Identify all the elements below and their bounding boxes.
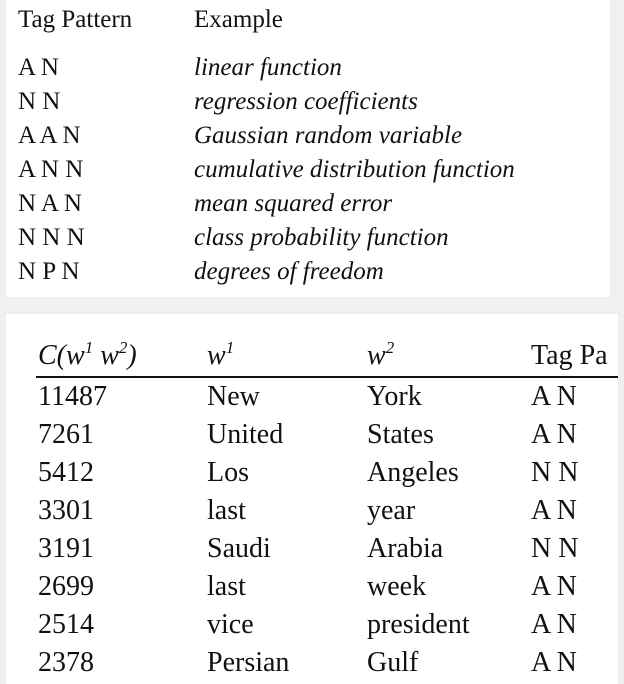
header-count-sup1: 1	[84, 338, 94, 357]
example-cell: regression coefficients	[194, 88, 418, 115]
bigram-frequency-table: C(w1 w2) w1 w2 Tag Pa 11487 New York A N…	[6, 314, 618, 684]
table-row: A N N cumulative distribution function	[6, 156, 610, 190]
w1-cell: last	[207, 495, 246, 526]
table-row: 2699 last week A N	[6, 570, 618, 608]
header-rule	[36, 376, 618, 378]
tag-pattern-cell: A A N	[18, 122, 81, 149]
w2-cell: Gulf	[367, 647, 419, 678]
table-row: 5412 Los Angeles N N	[6, 456, 618, 494]
tag-pattern-cell: N A N	[18, 190, 82, 217]
tag-cell: N N	[531, 457, 579, 488]
w1-cell: New	[207, 381, 260, 412]
w2-cell: Arabia	[367, 533, 444, 564]
count-cell: 2378	[38, 647, 94, 678]
tag-cell: A N	[531, 495, 577, 526]
header-tag-pattern: Tag Pattern	[18, 6, 133, 33]
header-count-suffix: )	[127, 340, 137, 371]
header-w1-sup: 1	[225, 338, 235, 357]
tag-cell: A N	[531, 419, 577, 450]
w2-cell: York	[367, 381, 422, 412]
w1-cell: Saudi	[207, 533, 271, 564]
count-cell: 3191	[38, 533, 94, 564]
header-example: Example	[194, 6, 283, 33]
table-row: A N linear function	[6, 54, 610, 88]
table-row: N P N degrees of freedom	[6, 258, 610, 292]
tag-cell: A N	[531, 571, 577, 602]
tag-pattern-cell: N N N	[18, 224, 85, 251]
table-row: 3191 Saudi Arabia N N	[6, 532, 618, 570]
tag-pattern-cell: N P N	[18, 258, 80, 285]
w1-cell: last	[207, 571, 246, 602]
w2-cell: States	[367, 419, 434, 450]
header-w2: w2	[367, 338, 395, 372]
header-count-w2: w	[100, 340, 119, 371]
table-row: N A N mean squared error	[6, 190, 610, 224]
table-row: N N regression coefficients	[6, 88, 610, 122]
table-row: 3301 last year A N	[6, 494, 618, 532]
header-count-sup2: 2	[118, 338, 128, 357]
table-row: 7261 United States A N	[6, 418, 618, 456]
tag-cell: N N	[531, 533, 579, 564]
tag-cell: A N	[531, 647, 577, 678]
example-cell: mean squared error	[194, 190, 393, 217]
header-w1-base: w	[207, 340, 226, 371]
header-w1: w1	[207, 338, 235, 372]
header-count-w: w	[66, 340, 85, 371]
table-row: A A N Gaussian random variable	[6, 122, 610, 156]
w2-cell: year	[367, 495, 416, 526]
count-cell: 2699	[38, 571, 94, 602]
tag-pattern-table: Tag Pattern Example A N linear function …	[6, 0, 610, 297]
w1-cell: United	[207, 419, 284, 450]
example-cell: class probability function	[194, 224, 449, 251]
table-row: N N N class probability function	[6, 224, 610, 258]
tag-pattern-cell: A N	[18, 54, 59, 81]
tag-pattern-cell: N N	[18, 88, 61, 115]
w1-cell: Los	[207, 457, 249, 488]
table-row: 2514 vice president A N	[6, 608, 618, 646]
w1-cell: Persian	[207, 647, 290, 678]
w2-cell: Angeles	[367, 457, 459, 488]
example-cell: degrees of freedom	[194, 258, 384, 285]
header-w2-sup: 2	[385, 338, 395, 357]
count-cell: 3301	[38, 495, 94, 526]
tag-pattern-cell: A N N	[18, 156, 84, 183]
w2-cell: president	[367, 609, 470, 640]
count-cell: 2514	[38, 609, 94, 640]
count-cell: 7261	[38, 419, 94, 450]
w2-cell: week	[367, 571, 427, 602]
tag-cell: A N	[531, 609, 577, 640]
w1-cell: vice	[207, 609, 254, 640]
example-cell: cumulative distribution function	[194, 156, 515, 183]
count-cell: 5412	[38, 457, 94, 488]
example-cell: Gaussian random variable	[194, 122, 463, 149]
table-row: 11487 New York A N	[6, 380, 618, 418]
example-cell: linear function	[194, 54, 342, 81]
header-count-prefix: C(	[38, 340, 66, 371]
header-w2-base: w	[367, 340, 386, 371]
tag-cell: A N	[531, 381, 577, 412]
header-tag-pattern: Tag Pa	[531, 340, 608, 371]
table-row: 2378 Persian Gulf A N	[6, 646, 618, 684]
count-cell: 11487	[38, 381, 107, 412]
header-count: C(w1 w2)	[38, 338, 137, 372]
